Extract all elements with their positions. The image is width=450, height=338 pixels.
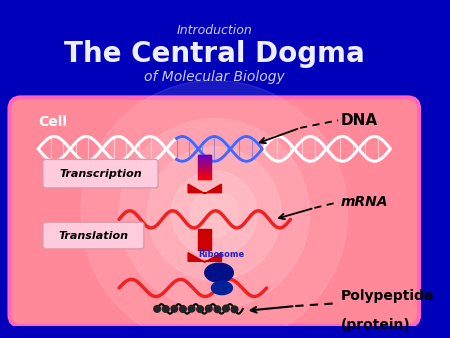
Text: Transcription: Transcription — [59, 169, 142, 179]
Bar — [198, 154, 212, 155]
Bar — [198, 176, 212, 177]
Circle shape — [231, 306, 238, 313]
Bar — [198, 168, 212, 169]
Ellipse shape — [205, 263, 234, 282]
Text: Introduction: Introduction — [176, 24, 252, 37]
Bar — [198, 165, 212, 166]
Bar — [198, 171, 212, 172]
Bar — [198, 244, 212, 245]
Bar — [198, 247, 212, 248]
Bar — [198, 232, 212, 233]
Circle shape — [171, 171, 257, 257]
Bar — [198, 163, 212, 164]
Bar — [198, 242, 212, 243]
Bar — [198, 235, 212, 236]
Bar — [198, 178, 212, 179]
Bar — [198, 160, 212, 161]
Bar — [198, 177, 212, 178]
Bar — [198, 172, 212, 173]
Text: Ribosome: Ribosome — [198, 250, 244, 259]
Bar — [198, 237, 212, 238]
Text: (protein): (protein) — [341, 318, 411, 332]
Bar — [198, 249, 212, 250]
Bar — [198, 246, 212, 247]
Bar — [198, 230, 212, 231]
Bar — [198, 169, 212, 170]
Circle shape — [81, 80, 348, 338]
Bar — [198, 239, 212, 240]
Bar — [198, 157, 212, 158]
Bar — [198, 236, 212, 237]
Bar — [198, 229, 212, 230]
FancyBboxPatch shape — [43, 222, 144, 249]
Bar — [198, 240, 212, 241]
Circle shape — [197, 306, 203, 312]
Bar — [198, 174, 212, 175]
Ellipse shape — [212, 281, 232, 295]
Circle shape — [223, 305, 230, 312]
Bar — [198, 164, 212, 165]
Circle shape — [180, 306, 186, 312]
Text: mRNA: mRNA — [341, 195, 388, 209]
Bar — [198, 167, 212, 168]
Bar — [198, 248, 212, 249]
Bar — [198, 231, 212, 232]
Bar — [198, 241, 212, 242]
Text: Cell: Cell — [38, 115, 67, 129]
FancyArrow shape — [188, 184, 221, 194]
Circle shape — [154, 306, 161, 312]
Bar — [198, 233, 212, 234]
Circle shape — [214, 306, 220, 313]
FancyBboxPatch shape — [9, 97, 419, 326]
Bar — [198, 245, 212, 246]
Bar — [198, 158, 212, 159]
Circle shape — [190, 190, 238, 238]
Circle shape — [171, 306, 178, 312]
Bar — [198, 156, 212, 157]
Text: The Central Dogma: The Central Dogma — [64, 40, 364, 68]
FancyBboxPatch shape — [43, 159, 158, 188]
Bar — [198, 155, 212, 156]
Text: of Molecular Biology: of Molecular Biology — [144, 70, 285, 83]
Circle shape — [188, 305, 195, 312]
Circle shape — [119, 118, 310, 309]
Bar — [198, 159, 212, 160]
Circle shape — [148, 147, 281, 280]
Bar — [198, 162, 212, 163]
Text: Polypeptide: Polypeptide — [341, 289, 434, 303]
Bar — [198, 234, 212, 235]
Bar — [198, 161, 212, 162]
Bar — [198, 173, 212, 174]
Circle shape — [205, 305, 212, 312]
Bar — [198, 175, 212, 176]
Circle shape — [162, 306, 169, 312]
Bar — [198, 243, 212, 244]
Text: Translation: Translation — [58, 231, 128, 241]
Bar — [198, 166, 212, 167]
Bar — [198, 170, 212, 171]
Text: DNA: DNA — [341, 113, 378, 128]
Bar — [198, 238, 212, 239]
FancyArrow shape — [188, 253, 221, 262]
